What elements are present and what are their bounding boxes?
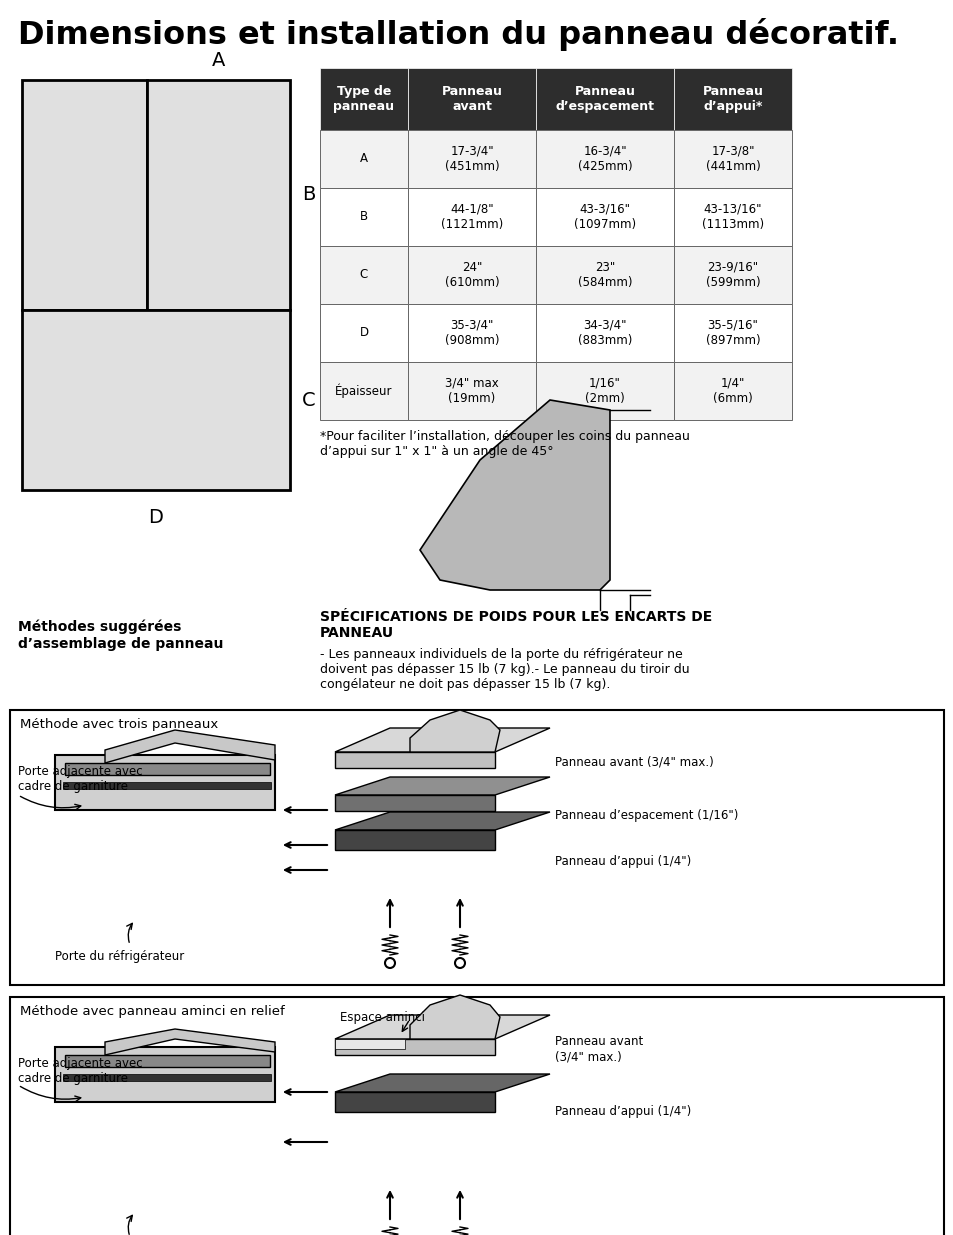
Text: Porte du réfrigérateur: Porte du réfrigérateur bbox=[55, 950, 185, 963]
Text: 1/4"
(6mm): 1/4" (6mm) bbox=[713, 377, 752, 405]
Text: 1/16"
(2mm): 1/16" (2mm) bbox=[584, 377, 624, 405]
Polygon shape bbox=[335, 1039, 405, 1049]
Text: Méthode avec trois panneaux: Méthode avec trois panneaux bbox=[20, 718, 218, 731]
Text: 35-5/16"
(897mm): 35-5/16" (897mm) bbox=[705, 319, 760, 347]
Bar bbox=[319, 362, 408, 420]
Polygon shape bbox=[105, 730, 274, 763]
Bar bbox=[319, 304, 408, 362]
Bar bbox=[63, 782, 271, 789]
Bar bbox=[408, 188, 536, 246]
Polygon shape bbox=[335, 1092, 495, 1112]
Polygon shape bbox=[335, 795, 495, 811]
Bar bbox=[408, 304, 536, 362]
Text: *Pour faciliter l’installation, découper les coins du panneau
d’appui sur 1" x 1: *Pour faciliter l’installation, découper… bbox=[319, 430, 689, 458]
Text: C: C bbox=[359, 268, 368, 282]
Polygon shape bbox=[335, 1039, 495, 1055]
Text: 17-3/4"
(451mm): 17-3/4" (451mm) bbox=[444, 144, 498, 173]
Text: D: D bbox=[149, 508, 163, 527]
Text: Panneau avant
(3/4" max.): Panneau avant (3/4" max.) bbox=[555, 1035, 642, 1063]
Bar bbox=[673, 246, 791, 304]
Bar bbox=[536, 362, 673, 420]
Bar bbox=[22, 80, 147, 310]
Text: C: C bbox=[302, 390, 315, 410]
Text: Panneau
d’appui*: Panneau d’appui* bbox=[701, 85, 762, 112]
Text: 43-3/16"
(1097mm): 43-3/16" (1097mm) bbox=[574, 203, 636, 231]
Polygon shape bbox=[410, 995, 499, 1039]
Polygon shape bbox=[335, 752, 495, 768]
Text: Épaisseur: Épaisseur bbox=[335, 384, 393, 398]
Text: 17-3/8"
(441mm): 17-3/8" (441mm) bbox=[705, 144, 760, 173]
Text: Panneau d’espacement (1/16"): Panneau d’espacement (1/16") bbox=[555, 809, 738, 821]
Bar bbox=[673, 188, 791, 246]
Bar bbox=[536, 130, 673, 188]
Text: 43-13/16"
(1113mm): 43-13/16" (1113mm) bbox=[701, 203, 763, 231]
Bar bbox=[319, 246, 408, 304]
Text: SPÉCIFICATIONS DE POIDS POUR LES ENCARTS DE
PANNEAU: SPÉCIFICATIONS DE POIDS POUR LES ENCARTS… bbox=[319, 610, 712, 640]
Text: 23-9/16"
(599mm): 23-9/16" (599mm) bbox=[705, 261, 760, 289]
Bar bbox=[147, 80, 290, 310]
Polygon shape bbox=[419, 400, 609, 590]
Text: A: A bbox=[359, 152, 368, 165]
Text: Panneau
avant: Panneau avant bbox=[441, 85, 502, 112]
Polygon shape bbox=[335, 811, 550, 830]
Bar bbox=[673, 68, 791, 130]
Text: Porte adjacente avec
cadre de garniture: Porte adjacente avec cadre de garniture bbox=[18, 764, 143, 793]
Bar bbox=[673, 304, 791, 362]
Text: Panneau avant (3/4" max.): Panneau avant (3/4" max.) bbox=[555, 756, 713, 768]
Polygon shape bbox=[335, 727, 550, 752]
Text: Panneau d’appui (1/4"): Panneau d’appui (1/4") bbox=[555, 1105, 691, 1119]
Text: Type de
panneau: Type de panneau bbox=[334, 85, 395, 112]
Bar bbox=[536, 68, 673, 130]
Bar bbox=[673, 362, 791, 420]
Bar bbox=[673, 130, 791, 188]
Bar bbox=[319, 188, 408, 246]
Text: A: A bbox=[212, 51, 225, 70]
Text: Porte adjacente avec
cadre de garniture: Porte adjacente avec cadre de garniture bbox=[18, 1057, 143, 1086]
Polygon shape bbox=[335, 1015, 550, 1039]
Text: 3/4" max
(19mm): 3/4" max (19mm) bbox=[445, 377, 498, 405]
Bar bbox=[319, 68, 408, 130]
Text: 24"
(610mm): 24" (610mm) bbox=[444, 261, 498, 289]
Bar bbox=[63, 1074, 271, 1081]
Bar bbox=[408, 68, 536, 130]
Bar bbox=[22, 310, 290, 490]
Text: Panneau d’appui (1/4"): Panneau d’appui (1/4") bbox=[555, 856, 691, 868]
Text: Panneau
d’espacement: Panneau d’espacement bbox=[555, 85, 654, 112]
Text: Méthode avec panneau aminci en relief: Méthode avec panneau aminci en relief bbox=[20, 1005, 284, 1018]
Text: - Les panneaux individuels de la porte du réfrigérateur ne
doivent pas dépasser : - Les panneaux individuels de la porte d… bbox=[319, 648, 689, 692]
Text: Dimensions et installation du panneau décoratif.: Dimensions et installation du panneau dé… bbox=[18, 19, 898, 51]
Polygon shape bbox=[105, 1029, 274, 1055]
Text: B: B bbox=[359, 210, 368, 224]
Polygon shape bbox=[335, 830, 495, 850]
Text: 34-3/4"
(883mm): 34-3/4" (883mm) bbox=[578, 319, 632, 347]
Bar bbox=[10, 997, 943, 1235]
Text: Espace aminci: Espace aminci bbox=[339, 1010, 424, 1024]
Bar bbox=[536, 246, 673, 304]
Text: Méthodes suggérées
d’assemblage de panneau: Méthodes suggérées d’assemblage de panne… bbox=[18, 620, 223, 651]
Text: B: B bbox=[302, 185, 315, 205]
Text: D: D bbox=[359, 326, 368, 340]
Text: 44-1/8"
(1121mm): 44-1/8" (1121mm) bbox=[440, 203, 502, 231]
Polygon shape bbox=[335, 1074, 550, 1092]
Bar bbox=[319, 130, 408, 188]
Bar bbox=[408, 130, 536, 188]
Bar bbox=[536, 304, 673, 362]
Bar bbox=[408, 246, 536, 304]
Text: 23"
(584mm): 23" (584mm) bbox=[578, 261, 632, 289]
Text: 16-3/4"
(425mm): 16-3/4" (425mm) bbox=[578, 144, 632, 173]
Bar bbox=[65, 763, 270, 776]
Bar bbox=[65, 1055, 270, 1067]
Polygon shape bbox=[335, 777, 550, 795]
Text: 35-3/4"
(908mm): 35-3/4" (908mm) bbox=[444, 319, 498, 347]
Bar bbox=[408, 362, 536, 420]
Bar bbox=[10, 710, 943, 986]
Bar bbox=[55, 1047, 274, 1102]
Bar bbox=[536, 188, 673, 246]
Polygon shape bbox=[410, 710, 499, 752]
Bar bbox=[55, 755, 274, 810]
